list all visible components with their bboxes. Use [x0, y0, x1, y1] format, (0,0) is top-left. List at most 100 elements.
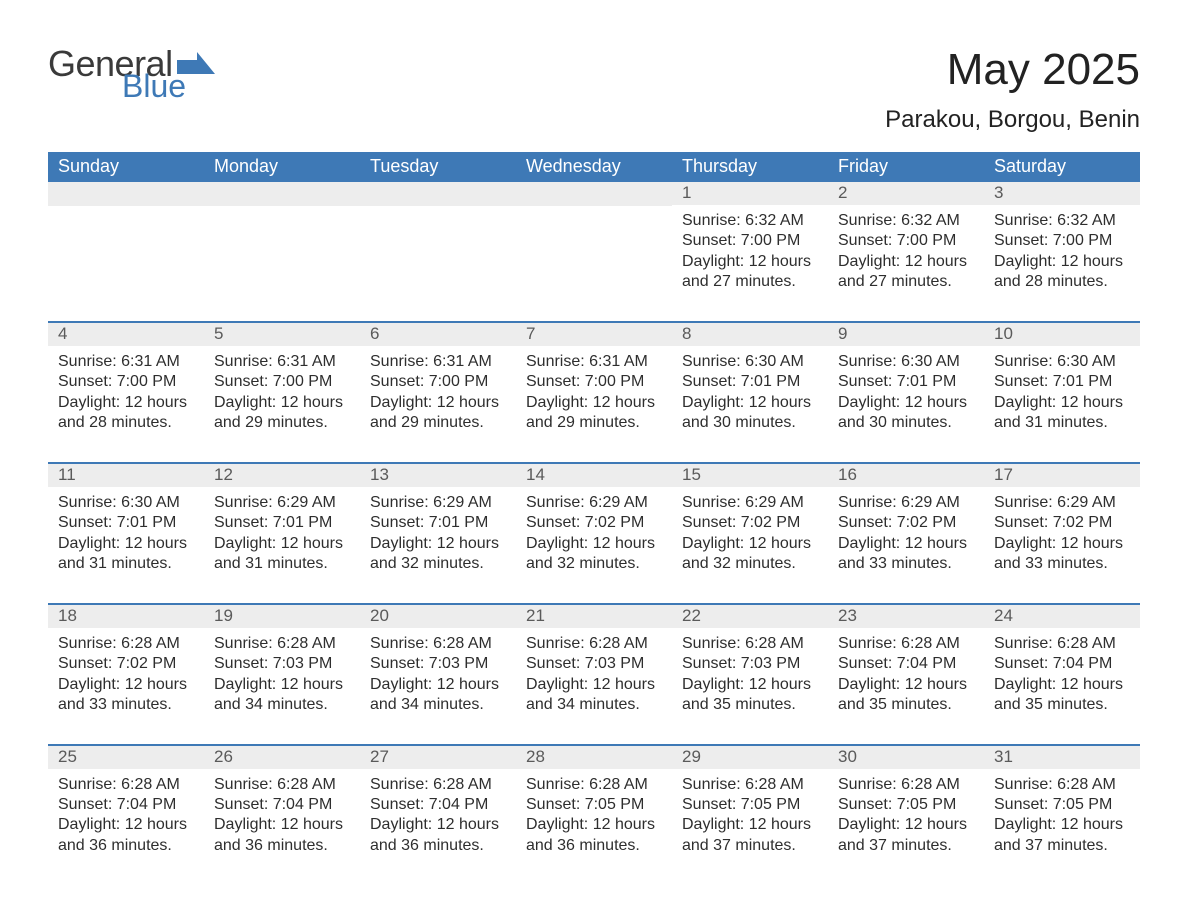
day-details: Sunrise: 6:29 AMSunset: 7:01 PMDaylight:… — [360, 487, 516, 575]
sunrise-line: Sunrise: 6:28 AM — [58, 634, 194, 654]
daylight-line: Daylight: 12 hours and 30 minutes. — [838, 393, 974, 434]
calendar-day-cell: 2Sunrise: 6:32 AMSunset: 7:00 PMDaylight… — [828, 182, 984, 293]
daylight-line: Daylight: 12 hours and 31 minutes. — [994, 393, 1130, 434]
day-number: 4 — [48, 323, 204, 346]
daylight-line: Daylight: 12 hours and 29 minutes. — [370, 393, 506, 434]
calendar-day-cell: 6Sunrise: 6:31 AMSunset: 7:00 PMDaylight… — [360, 323, 516, 434]
day-number: 20 — [360, 605, 516, 628]
day-details: Sunrise: 6:28 AMSunset: 7:04 PMDaylight:… — [984, 628, 1140, 716]
day-number: 9 — [828, 323, 984, 346]
sunrise-line: Sunrise: 6:31 AM — [58, 352, 194, 372]
sunrise-line: Sunrise: 6:28 AM — [58, 775, 194, 795]
day-number: 13 — [360, 464, 516, 487]
calendar-day-cell: 7Sunrise: 6:31 AMSunset: 7:00 PMDaylight… — [516, 323, 672, 434]
sunset-line: Sunset: 7:00 PM — [370, 372, 506, 392]
day-details: Sunrise: 6:31 AMSunset: 7:00 PMDaylight:… — [516, 346, 672, 434]
calendar-day-cell: 24Sunrise: 6:28 AMSunset: 7:04 PMDayligh… — [984, 605, 1140, 716]
calendar-page: General Blue May 2025 Parakou, Borgou, B… — [0, 0, 1188, 924]
calendar-day-cell: 30Sunrise: 6:28 AMSunset: 7:05 PMDayligh… — [828, 746, 984, 857]
day-number: 5 — [204, 323, 360, 346]
day-details: Sunrise: 6:29 AMSunset: 7:02 PMDaylight:… — [828, 487, 984, 575]
calendar-day-cell — [48, 182, 204, 293]
sunset-line: Sunset: 7:02 PM — [526, 513, 662, 533]
weekday-header: Thursday — [672, 152, 828, 182]
sunrise-line: Sunrise: 6:29 AM — [838, 493, 974, 513]
day-number: 15 — [672, 464, 828, 487]
daylight-line: Daylight: 12 hours and 37 minutes. — [838, 815, 974, 856]
day-details: Sunrise: 6:29 AMSunset: 7:02 PMDaylight:… — [672, 487, 828, 575]
sunset-line: Sunset: 7:00 PM — [58, 372, 194, 392]
day-details: Sunrise: 6:28 AMSunset: 7:03 PMDaylight:… — [204, 628, 360, 716]
day-details: Sunrise: 6:31 AMSunset: 7:00 PMDaylight:… — [204, 346, 360, 434]
sunrise-line: Sunrise: 6:29 AM — [370, 493, 506, 513]
sunrise-line: Sunrise: 6:30 AM — [994, 352, 1130, 372]
sunset-line: Sunset: 7:01 PM — [370, 513, 506, 533]
day-details: Sunrise: 6:28 AMSunset: 7:03 PMDaylight:… — [360, 628, 516, 716]
day-number: 10 — [984, 323, 1140, 346]
daylight-line: Daylight: 12 hours and 32 minutes. — [682, 534, 818, 575]
day-number: 27 — [360, 746, 516, 769]
day-details: Sunrise: 6:28 AMSunset: 7:05 PMDaylight:… — [984, 769, 1140, 857]
day-number: 2 — [828, 182, 984, 205]
daylight-line: Daylight: 12 hours and 31 minutes. — [58, 534, 194, 575]
daylight-line: Daylight: 12 hours and 35 minutes. — [994, 675, 1130, 716]
daylight-line: Daylight: 12 hours and 30 minutes. — [682, 393, 818, 434]
sunset-line: Sunset: 7:02 PM — [838, 513, 974, 533]
day-number: 26 — [204, 746, 360, 769]
calendar-day-cell: 31Sunrise: 6:28 AMSunset: 7:05 PMDayligh… — [984, 746, 1140, 857]
sunrise-line: Sunrise: 6:30 AM — [682, 352, 818, 372]
daylight-line: Daylight: 12 hours and 27 minutes. — [682, 252, 818, 293]
sunset-line: Sunset: 7:04 PM — [58, 795, 194, 815]
day-details: Sunrise: 6:29 AMSunset: 7:01 PMDaylight:… — [204, 487, 360, 575]
sunrise-line: Sunrise: 6:32 AM — [994, 211, 1130, 231]
sunrise-line: Sunrise: 6:29 AM — [214, 493, 350, 513]
sunset-line: Sunset: 7:03 PM — [370, 654, 506, 674]
day-details: Sunrise: 6:28 AMSunset: 7:02 PMDaylight:… — [48, 628, 204, 716]
day-number: 25 — [48, 746, 204, 769]
daylight-line: Daylight: 12 hours and 34 minutes. — [214, 675, 350, 716]
daylight-line: Daylight: 12 hours and 29 minutes. — [214, 393, 350, 434]
day-number: 6 — [360, 323, 516, 346]
sunrise-line: Sunrise: 6:28 AM — [526, 775, 662, 795]
calendar-day-cell: 16Sunrise: 6:29 AMSunset: 7:02 PMDayligh… — [828, 464, 984, 575]
day-number: 18 — [48, 605, 204, 628]
calendar-day-cell: 11Sunrise: 6:30 AMSunset: 7:01 PMDayligh… — [48, 464, 204, 575]
day-number: 11 — [48, 464, 204, 487]
daylight-line: Daylight: 12 hours and 32 minutes. — [370, 534, 506, 575]
sunrise-line: Sunrise: 6:28 AM — [370, 634, 506, 654]
calendar-day-cell: 25Sunrise: 6:28 AMSunset: 7:04 PMDayligh… — [48, 746, 204, 857]
daylight-line: Daylight: 12 hours and 36 minutes. — [526, 815, 662, 856]
sunrise-line: Sunrise: 6:32 AM — [682, 211, 818, 231]
day-number: 7 — [516, 323, 672, 346]
day-details: Sunrise: 6:31 AMSunset: 7:00 PMDaylight:… — [48, 346, 204, 434]
sunrise-line: Sunrise: 6:31 AM — [526, 352, 662, 372]
sunrise-line: Sunrise: 6:29 AM — [682, 493, 818, 513]
sunrise-line: Sunrise: 6:28 AM — [994, 634, 1130, 654]
day-details: Sunrise: 6:32 AMSunset: 7:00 PMDaylight:… — [672, 205, 828, 293]
sunrise-line: Sunrise: 6:28 AM — [214, 634, 350, 654]
sunrise-line: Sunrise: 6:30 AM — [58, 493, 194, 513]
sunset-line: Sunset: 7:03 PM — [682, 654, 818, 674]
calendar-day-cell: 1Sunrise: 6:32 AMSunset: 7:00 PMDaylight… — [672, 182, 828, 293]
daylight-line: Daylight: 12 hours and 29 minutes. — [526, 393, 662, 434]
calendar-day-cell: 14Sunrise: 6:29 AMSunset: 7:02 PMDayligh… — [516, 464, 672, 575]
daylight-line: Daylight: 12 hours and 36 minutes. — [370, 815, 506, 856]
day-number — [204, 182, 360, 206]
calendar-day-cell — [360, 182, 516, 293]
day-number: 21 — [516, 605, 672, 628]
day-number: 19 — [204, 605, 360, 628]
calendar-day-cell: 5Sunrise: 6:31 AMSunset: 7:00 PMDaylight… — [204, 323, 360, 434]
day-details: Sunrise: 6:30 AMSunset: 7:01 PMDaylight:… — [828, 346, 984, 434]
calendar-day-cell: 10Sunrise: 6:30 AMSunset: 7:01 PMDayligh… — [984, 323, 1140, 434]
day-number: 12 — [204, 464, 360, 487]
day-details: Sunrise: 6:28 AMSunset: 7:04 PMDaylight:… — [360, 769, 516, 857]
calendar-day-cell: 26Sunrise: 6:28 AMSunset: 7:04 PMDayligh… — [204, 746, 360, 857]
sunset-line: Sunset: 7:02 PM — [682, 513, 818, 533]
day-details: Sunrise: 6:30 AMSunset: 7:01 PMDaylight:… — [984, 346, 1140, 434]
sunset-line: Sunset: 7:00 PM — [526, 372, 662, 392]
sunset-line: Sunset: 7:00 PM — [994, 231, 1130, 251]
day-number: 14 — [516, 464, 672, 487]
page-title: May 2025 — [885, 48, 1140, 92]
daylight-line: Daylight: 12 hours and 28 minutes. — [994, 252, 1130, 293]
sunset-line: Sunset: 7:01 PM — [214, 513, 350, 533]
